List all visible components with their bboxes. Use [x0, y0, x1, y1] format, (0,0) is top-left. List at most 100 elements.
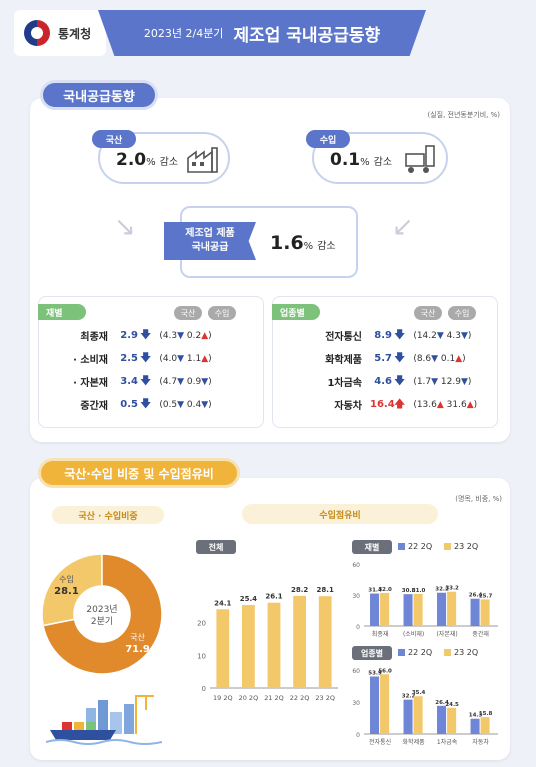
total-change: 1.6 % 감소 — [270, 232, 336, 254]
bar-value-label: 31.4 — [368, 588, 382, 594]
bar-value-label: 25.4 — [240, 595, 257, 603]
row-breakdown: (0.5▼ 0.4▼) — [159, 399, 212, 410]
total-ribbon: 제조업 제품 국내공급 — [164, 222, 256, 260]
row-breakdown: (13.6▲ 31.6▲) — [413, 399, 478, 410]
total-line1: 제조업 제품 — [185, 228, 235, 239]
pie-slice-label: 수입 — [59, 575, 74, 584]
down-arrow-icon: ▼ — [201, 376, 209, 387]
x-tick-label: (소비재) — [403, 630, 424, 638]
down-arrow-icon: ▼ — [431, 353, 439, 364]
table-row: 전자통신 8.9 🡇 (14.2▼ 4.3▼) — [282, 326, 471, 345]
legend-22q2: 22 2Q — [398, 542, 432, 551]
bar — [267, 602, 281, 688]
row-breakdown: (4.7▼ 0.9▼) — [159, 376, 212, 387]
arrow-left-icon: ↘ — [114, 212, 136, 242]
y-tick-label: 20 — [197, 620, 206, 628]
bar — [380, 674, 390, 734]
legend-text-c: 22 2Q — [408, 648, 433, 657]
legend-23q2-industry: 23 2Q — [444, 648, 478, 657]
row-value: 2.5 — [120, 353, 138, 364]
row-value: 5.7 — [374, 353, 392, 364]
row-breakdown: (8.6▼ 0.1▲) — [413, 353, 466, 364]
row-value: 8.9 — [374, 330, 392, 341]
bar-value-label: 56.0 — [378, 668, 392, 674]
x-tick-label: (자본재) — [436, 630, 457, 638]
material-tag: 재별 — [38, 304, 86, 320]
pie-slice-label: 국산 — [130, 632, 145, 642]
bar — [293, 595, 306, 688]
x-tick-label: 20 2Q — [239, 694, 259, 702]
row-value: 2.9 — [120, 330, 138, 341]
domestic-pct: % — [146, 157, 156, 168]
pie-slice — [42, 553, 163, 675]
down-arrow-icon: 🡇 — [140, 397, 152, 410]
forklift-icon — [405, 145, 435, 173]
report-period: 2023년 2/4분기 — [143, 27, 224, 40]
table-row: · 소비재 2.5 🡇 (4.0▼ 1.1▲) — [46, 349, 212, 368]
up-arrow-icon: ▲ — [201, 330, 209, 341]
bar — [470, 718, 480, 734]
y-tick-label: 10 — [197, 652, 206, 660]
domestic-tag: 국산 — [92, 130, 136, 148]
legend-text-d: 23 2Q — [454, 648, 479, 657]
y-tick-label: 0 — [356, 624, 360, 631]
table-row: 1차금속 4.6 🡇 (1.7▼ 12.9▼) — [282, 372, 471, 391]
agency-logo: 통계청 — [14, 10, 106, 56]
down-arrow-icon: ▼ — [436, 330, 444, 341]
up-arrow-icon: ▲ — [201, 353, 209, 364]
bar — [437, 705, 447, 734]
domestic-change: 2.0 % 감소 — [116, 150, 178, 170]
down-arrow-icon: 🡇 — [140, 351, 152, 364]
x-tick-label: 전자통신 — [369, 738, 391, 746]
legend-swatch-a — [398, 543, 405, 550]
y-tick-label: 30 — [352, 700, 360, 707]
total-word: 감소 — [317, 241, 336, 252]
down-arrow-icon: 🡇 — [394, 351, 406, 364]
bar-value-label: 32.2 — [435, 587, 449, 593]
down-arrow-icon: ▼ — [431, 376, 439, 387]
row-breakdown: (4.3▼ 0.2▲) — [159, 330, 212, 341]
bar-value-label: 32.2 — [402, 694, 416, 700]
down-arrow-icon: 🡇 — [394, 374, 406, 387]
bar — [370, 676, 380, 734]
down-arrow-icon: ▼ — [177, 330, 185, 341]
bar — [437, 592, 447, 626]
bar — [413, 593, 423, 626]
import-pct: % — [360, 157, 370, 168]
down-arrow-icon: ▼ — [460, 376, 468, 387]
legend-22q2-industry: 22 2Q — [398, 648, 432, 657]
industry-col-import: 수입 — [448, 306, 476, 320]
taegeuk-icon — [24, 20, 50, 46]
row-value: 0.5 — [120, 399, 138, 410]
table-row: · 자본재 3.4 🡇 (4.7▼ 0.9▼) — [46, 372, 212, 391]
y-tick-label: 60 — [352, 562, 360, 569]
up-arrow-icon: 🡅 — [394, 397, 406, 410]
total-chart-tag: 전체 — [196, 540, 236, 554]
pie-center-year: 2023년 — [86, 605, 118, 615]
bar-value-label: 26.4 — [435, 700, 449, 706]
bar-value-label: 28.2 — [291, 586, 308, 594]
import-value: 0.1 — [330, 150, 361, 170]
x-tick-label: 19 2Q — [213, 694, 233, 702]
material-share-chart: 0 30 60 31.432.0 최종재 30.831.0 (소비재) 32.233.2 (자본… — [352, 562, 498, 638]
row-label: · 소비재 — [73, 355, 108, 366]
bar-value-label: 26.1 — [265, 593, 282, 601]
legend-text-b: 23 2Q — [454, 542, 479, 551]
row-value: 3.4 — [120, 376, 138, 387]
pie-slice — [41, 553, 103, 627]
table-row: 자동차 16.4 🡅 (13.6▲ 31.6▲) — [282, 395, 477, 414]
bar-value-label: 15.8 — [479, 711, 493, 717]
row-label: 1차금속 — [327, 378, 362, 389]
total-pct: % — [303, 241, 314, 252]
bar — [403, 594, 413, 626]
pie-pill: 국산 · 수입비중 — [52, 506, 164, 524]
bar-value-label: 24.1 — [214, 599, 231, 607]
import-tag: 수입 — [306, 130, 350, 148]
bar — [318, 596, 332, 688]
bar — [216, 609, 230, 688]
industry-chart-tag: 업종별 — [352, 646, 392, 660]
up-arrow-icon: ▲ — [436, 399, 444, 410]
legend-swatch-d — [444, 649, 451, 656]
industry-share-chart: 0 30 60 53.956.0 전자통신 32.235.4 화학제품 26.424.5 1차금… — [352, 668, 498, 746]
row-breakdown: (14.2▼ 4.3▼) — [413, 330, 472, 341]
